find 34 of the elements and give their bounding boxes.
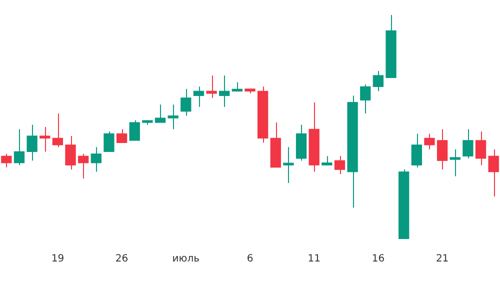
x-tick-label: 6 — [246, 254, 254, 265]
x-tick-label: июль — [172, 254, 200, 265]
candlestick — [129, 120, 140, 141]
candlestick — [40, 126, 50, 152]
candlestick — [14, 128, 25, 166]
candlestick — [104, 130, 114, 152]
candlestick — [360, 84, 371, 114]
candlestick — [219, 74, 230, 108]
candlestick — [78, 153, 89, 180]
candlestick — [436, 128, 448, 170]
candlestick — [26, 124, 38, 162]
candlestick — [488, 148, 499, 197]
candlestick — [193, 86, 204, 108]
candlestick — [116, 128, 128, 144]
candlestick — [450, 148, 460, 177]
candlestick — [372, 70, 384, 92]
x-tick-label: 11 — [308, 254, 320, 265]
x-tick-label: 19 — [51, 254, 64, 265]
candlestick — [424, 133, 435, 150]
candlestick — [411, 133, 422, 168]
candlestick — [283, 146, 294, 184]
x-tick-label: 21 — [436, 254, 449, 265]
x-tick-label: 26 — [115, 254, 128, 265]
candlestick — [90, 146, 102, 172]
candlestick — [462, 128, 474, 159]
candlestick — [168, 104, 178, 130]
candlestick — [154, 104, 166, 124]
candlestick — [475, 130, 486, 166]
candlestick — [334, 156, 346, 175]
candlestick — [65, 135, 76, 170]
candlestick — [52, 113, 64, 148]
x-tick-label: 16 — [372, 254, 385, 265]
candlestick — [1, 153, 12, 168]
candlestick — [180, 88, 192, 116]
